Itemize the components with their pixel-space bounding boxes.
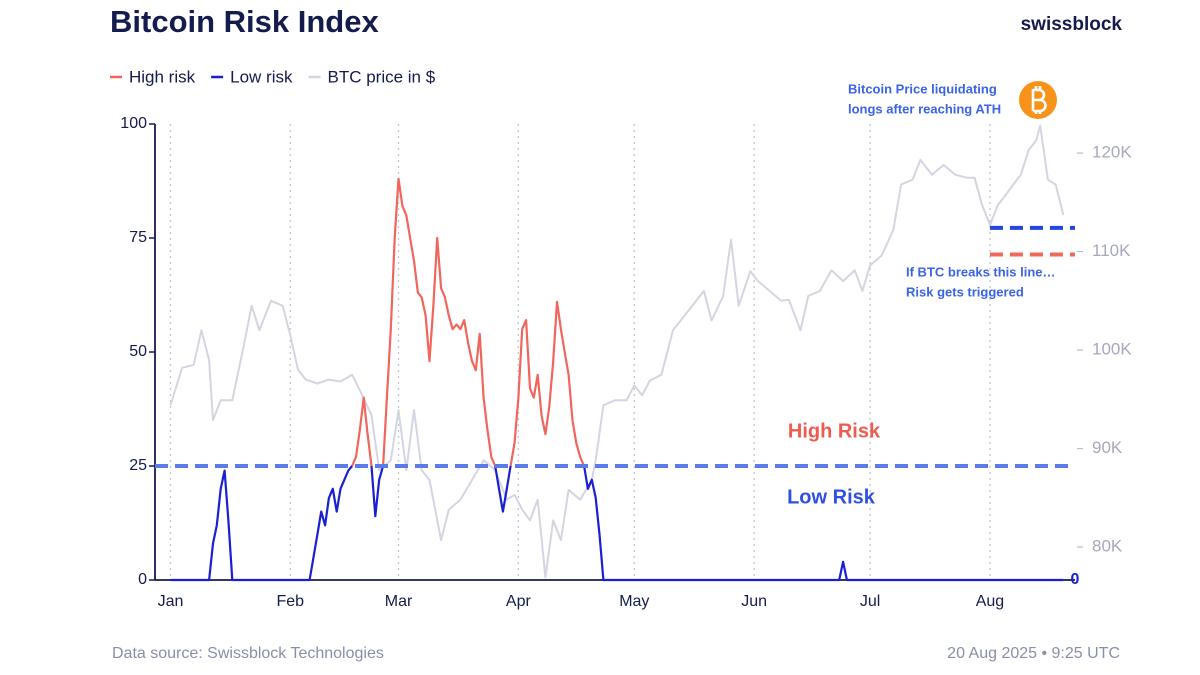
annotation: If BTC breaks this line… xyxy=(906,264,1056,279)
x-tick-label: Jun xyxy=(741,593,767,610)
y2-tick-label: 110K xyxy=(1092,241,1131,260)
end-label: 0 xyxy=(1071,571,1080,588)
annotation: High Risk xyxy=(788,420,881,442)
y2-tick-label: 90K xyxy=(1092,438,1123,457)
brand: swissblock xyxy=(1021,14,1123,35)
chart-title: Bitcoin Risk Index xyxy=(110,4,379,39)
series-line xyxy=(169,124,1065,579)
y2-tick-label: 100K xyxy=(1092,340,1132,359)
legend-label: BTC price in $ xyxy=(327,67,435,86)
y2-tick-label: 80K xyxy=(1092,536,1123,555)
coin-symbol xyxy=(1031,86,1047,114)
annotation: Bitcoin Price liquidating xyxy=(848,81,997,96)
annotation: Low Risk xyxy=(787,486,876,508)
series-line xyxy=(170,465,1064,582)
series-line xyxy=(351,177,586,467)
x-tick-label: Jul xyxy=(860,593,880,610)
y-tick-label: 75 xyxy=(129,229,147,246)
legend-label: High risk xyxy=(129,67,196,86)
source: Data source: Swissblock Technologies xyxy=(112,645,384,662)
x-tick-label: Jan xyxy=(158,593,184,610)
timestamp: 20 Aug 2025 • 9:25 UTC xyxy=(947,645,1120,662)
x-tick-label: Aug xyxy=(976,593,1004,610)
annotation: Risk gets triggered xyxy=(906,284,1024,299)
x-tick-label: Apr xyxy=(506,593,532,610)
annotation: longs after reaching ATH xyxy=(848,101,1001,116)
x-tick-label: May xyxy=(619,593,649,610)
x-tick-label: Feb xyxy=(277,593,305,610)
bitcoin-icon xyxy=(1019,81,1057,119)
y-tick-label: 0 xyxy=(138,571,147,588)
legend-label: Low risk xyxy=(230,67,293,86)
y-tick-label: 50 xyxy=(129,343,147,360)
y2-tick-label: 120K xyxy=(1092,143,1132,162)
y-tick-label: 25 xyxy=(129,457,147,474)
y-tick-label: 100 xyxy=(120,115,147,132)
x-tick-label: Mar xyxy=(385,593,413,610)
